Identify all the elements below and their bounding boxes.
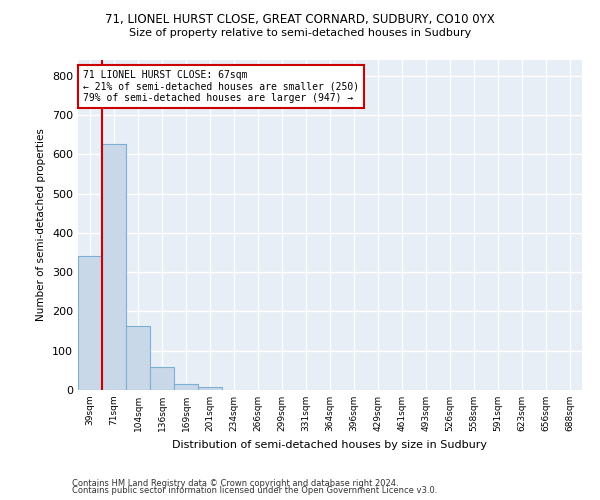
Y-axis label: Number of semi-detached properties: Number of semi-detached properties xyxy=(37,128,46,322)
Text: 71 LIONEL HURST CLOSE: 67sqm
← 21% of semi-detached houses are smaller (250)
79%: 71 LIONEL HURST CLOSE: 67sqm ← 21% of se… xyxy=(83,70,359,103)
Bar xyxy=(102,144,126,390)
Bar xyxy=(174,384,198,390)
Text: 71, LIONEL HURST CLOSE, GREAT CORNARD, SUDBURY, CO10 0YX: 71, LIONEL HURST CLOSE, GREAT CORNARD, S… xyxy=(105,12,495,26)
Bar xyxy=(150,367,174,390)
Text: Contains public sector information licensed under the Open Government Licence v3: Contains public sector information licen… xyxy=(72,486,437,495)
Bar xyxy=(78,256,102,390)
Text: Contains HM Land Registry data © Crown copyright and database right 2024.: Contains HM Land Registry data © Crown c… xyxy=(72,478,398,488)
Bar xyxy=(198,387,222,390)
Bar xyxy=(126,326,150,390)
X-axis label: Distribution of semi-detached houses by size in Sudbury: Distribution of semi-detached houses by … xyxy=(173,440,487,450)
Text: Size of property relative to semi-detached houses in Sudbury: Size of property relative to semi-detach… xyxy=(129,28,471,38)
